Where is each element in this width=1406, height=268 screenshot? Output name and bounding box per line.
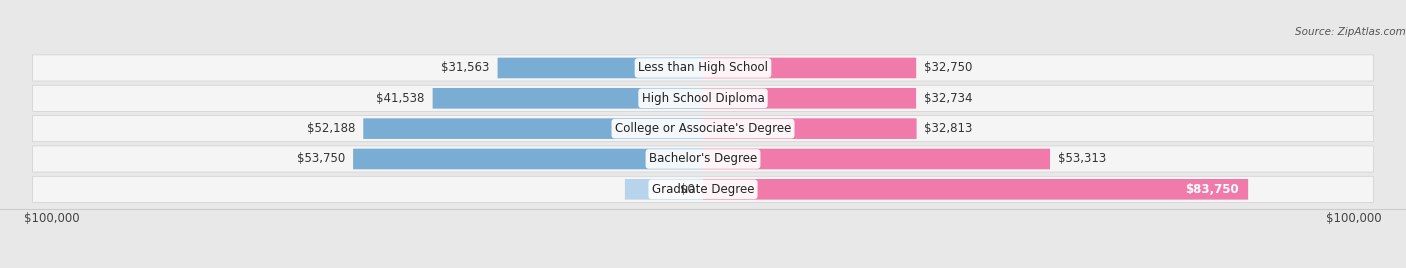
Text: College or Associate's Degree: College or Associate's Degree bbox=[614, 122, 792, 135]
Text: $0: $0 bbox=[681, 183, 695, 196]
Text: $52,188: $52,188 bbox=[307, 122, 356, 135]
FancyBboxPatch shape bbox=[624, 179, 703, 200]
Text: $32,813: $32,813 bbox=[924, 122, 973, 135]
FancyBboxPatch shape bbox=[32, 116, 1374, 142]
FancyBboxPatch shape bbox=[32, 176, 1374, 202]
Text: Bachelor's Degree: Bachelor's Degree bbox=[650, 152, 756, 165]
Text: $53,750: $53,750 bbox=[297, 152, 346, 165]
Text: Graduate Degree: Graduate Degree bbox=[652, 183, 754, 196]
FancyBboxPatch shape bbox=[703, 179, 1249, 200]
FancyBboxPatch shape bbox=[32, 85, 1374, 111]
Text: $31,563: $31,563 bbox=[441, 61, 489, 75]
FancyBboxPatch shape bbox=[433, 88, 703, 109]
Text: Less than High School: Less than High School bbox=[638, 61, 768, 75]
FancyBboxPatch shape bbox=[32, 55, 1374, 81]
FancyBboxPatch shape bbox=[32, 146, 1374, 172]
Text: $83,750: $83,750 bbox=[1185, 183, 1239, 196]
Text: $41,538: $41,538 bbox=[377, 92, 425, 105]
Text: High School Diploma: High School Diploma bbox=[641, 92, 765, 105]
FancyBboxPatch shape bbox=[498, 58, 703, 78]
FancyBboxPatch shape bbox=[703, 149, 1050, 169]
Text: Source: ZipAtlas.com: Source: ZipAtlas.com bbox=[1295, 27, 1406, 37]
FancyBboxPatch shape bbox=[353, 149, 703, 169]
Text: $53,313: $53,313 bbox=[1057, 152, 1107, 165]
Text: $32,734: $32,734 bbox=[924, 92, 973, 105]
FancyBboxPatch shape bbox=[363, 118, 703, 139]
FancyBboxPatch shape bbox=[703, 88, 917, 109]
Legend: Male, Female: Male, Female bbox=[644, 264, 762, 268]
FancyBboxPatch shape bbox=[703, 58, 917, 78]
FancyBboxPatch shape bbox=[703, 118, 917, 139]
Text: $32,750: $32,750 bbox=[924, 61, 973, 75]
